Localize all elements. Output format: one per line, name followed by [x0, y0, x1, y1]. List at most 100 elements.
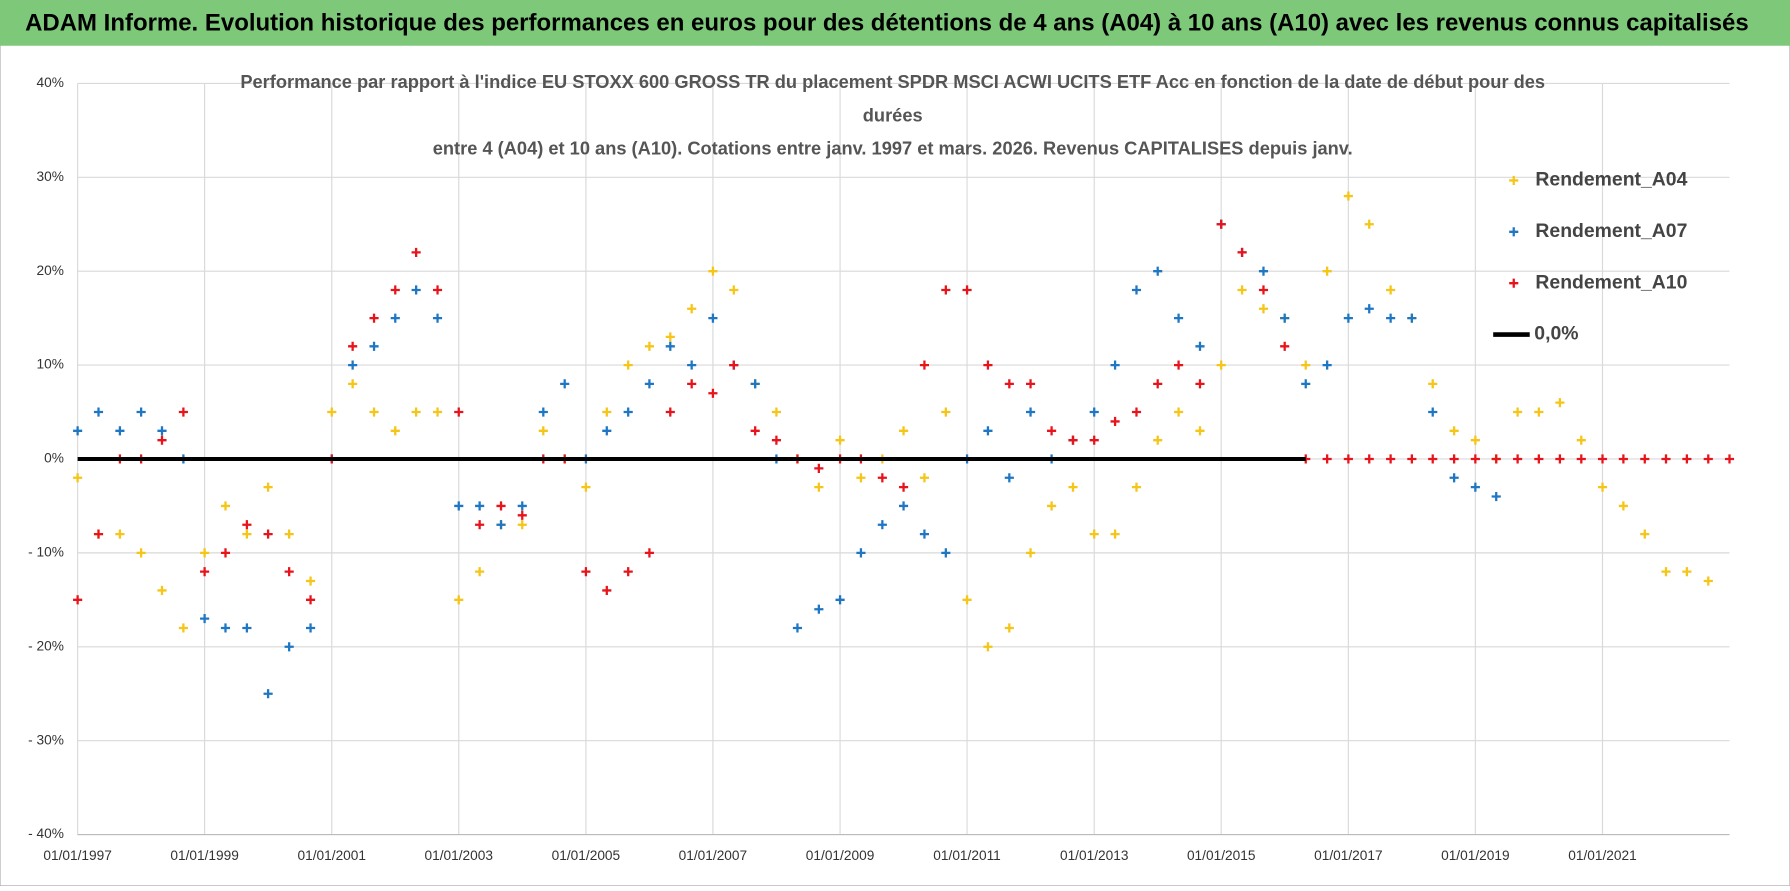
- point: [1174, 407, 1184, 417]
- point: [941, 548, 951, 558]
- point: [602, 585, 612, 596]
- point: [1682, 454, 1692, 464]
- point: [1004, 379, 1014, 389]
- x-tick-label: 01/01/2015: [1187, 848, 1256, 863]
- point: [919, 473, 930, 483]
- point: [708, 313, 718, 323]
- point: [517, 520, 527, 530]
- point: [687, 379, 697, 389]
- point: [623, 407, 633, 417]
- point: [220, 501, 231, 511]
- point: [1280, 313, 1290, 323]
- header-title: ADAM Informe. Evolution historique des p…: [25, 9, 1749, 36]
- point: [1386, 285, 1396, 295]
- point: [1703, 576, 1713, 586]
- point: [898, 482, 909, 492]
- point: [856, 473, 866, 483]
- point: [1597, 482, 1608, 492]
- point: [454, 595, 464, 605]
- chart-title: durées: [863, 104, 923, 125]
- point: [581, 482, 591, 492]
- point: [835, 435, 845, 445]
- point: [390, 285, 400, 295]
- x-tick-label: 01/01/2003: [425, 848, 494, 863]
- point: [348, 341, 358, 351]
- point: [1025, 548, 1036, 558]
- point: [411, 285, 421, 295]
- point: [602, 426, 612, 436]
- point: [1174, 313, 1184, 323]
- point: [687, 304, 697, 314]
- point: [348, 379, 358, 389]
- point: [1364, 219, 1374, 229]
- point: [200, 567, 210, 577]
- point: [665, 332, 675, 342]
- point: [178, 623, 188, 633]
- point: [1089, 407, 1099, 417]
- point: [157, 426, 167, 436]
- point: [136, 548, 146, 558]
- x-tick-label: 01/01/2019: [1441, 848, 1510, 863]
- legend-marker: [1509, 175, 1519, 186]
- point: [348, 360, 358, 370]
- point: [369, 341, 379, 351]
- x-tick-label: 01/01/2021: [1568, 848, 1637, 863]
- point: [962, 595, 972, 605]
- point: [1216, 219, 1226, 229]
- point: [327, 407, 337, 417]
- point: [1576, 435, 1586, 445]
- point: [93, 529, 104, 539]
- point: [1428, 379, 1438, 389]
- y-tick-label: - 10%: [28, 544, 64, 559]
- point: [941, 407, 951, 417]
- point: [1301, 360, 1311, 370]
- point: [708, 266, 718, 276]
- point: [1428, 407, 1438, 417]
- point: [1089, 529, 1099, 539]
- point: [1428, 454, 1438, 464]
- point: [1386, 313, 1396, 323]
- point: [1110, 416, 1120, 426]
- legend-label: Rendement_A10: [1535, 271, 1687, 293]
- point: [1131, 285, 1142, 295]
- point: [877, 473, 887, 483]
- point: [1153, 379, 1163, 389]
- x-tick-label: 01/01/2007: [679, 848, 748, 863]
- chart-title: Performance par rapport à l'indice EU ST…: [240, 71, 1545, 92]
- point: [708, 388, 718, 398]
- point: [1576, 454, 1586, 464]
- point: [814, 604, 824, 614]
- point: [1153, 435, 1163, 445]
- point: [792, 623, 803, 633]
- point: [1258, 285, 1269, 295]
- point: [602, 407, 612, 417]
- chart-title: entre 4 (A04) et 10 ans (A10). Cotations…: [433, 137, 1353, 158]
- point: [1724, 454, 1735, 464]
- point: [644, 341, 654, 351]
- point: [411, 407, 421, 417]
- point: [771, 407, 781, 417]
- point: [581, 567, 591, 577]
- point: [475, 567, 485, 577]
- point: [729, 360, 739, 370]
- x-tick-label: 01/01/2009: [806, 848, 875, 863]
- x-tick-label: 01/01/2005: [552, 848, 621, 863]
- point: [1364, 454, 1374, 464]
- point: [1343, 454, 1353, 464]
- point: [1640, 454, 1650, 464]
- point: [1470, 435, 1480, 445]
- x-tick-label: 01/01/1999: [170, 848, 239, 863]
- point: [1618, 454, 1628, 464]
- x-tick-label: 01/01/2001: [298, 848, 367, 863]
- y-tick-label: 0%: [44, 451, 64, 466]
- point: [263, 482, 273, 492]
- y-tick-label: 40%: [37, 75, 64, 90]
- point: [517, 510, 527, 520]
- point: [390, 426, 400, 436]
- point: [1322, 454, 1332, 464]
- point: [1280, 341, 1290, 351]
- point: [1047, 501, 1057, 511]
- point: [1386, 454, 1396, 464]
- point: [1110, 529, 1120, 539]
- point: [1407, 454, 1417, 464]
